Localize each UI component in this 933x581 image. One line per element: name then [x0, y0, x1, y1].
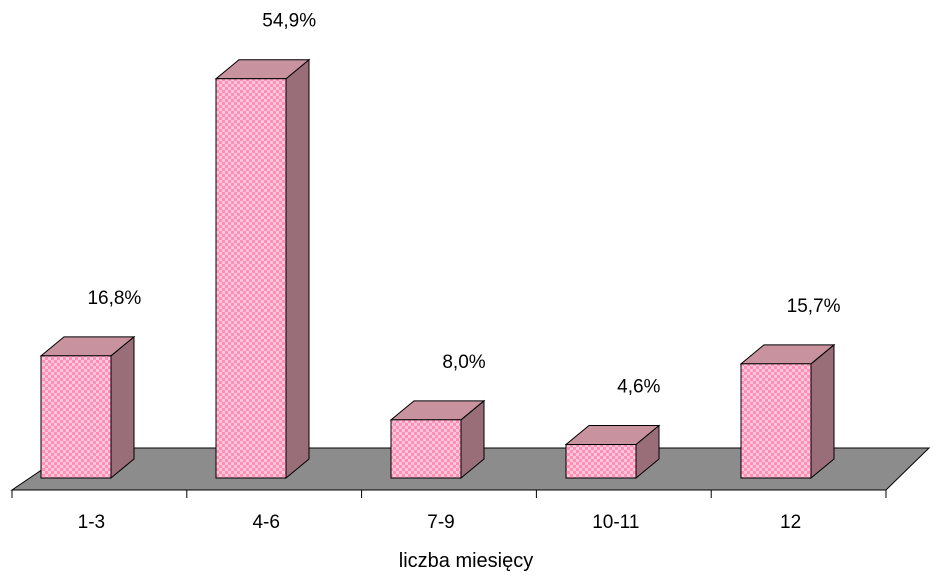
- bar-1-3: [39, 335, 136, 480]
- value-label: 15,7%: [787, 296, 841, 317]
- bar-side: [810, 343, 835, 480]
- value-label: 54,9%: [262, 11, 316, 32]
- x-tick-label: 10-11: [592, 512, 639, 533]
- bar-10-11: [564, 424, 661, 480]
- bar-side: [110, 335, 135, 480]
- bar-4-6: [214, 58, 311, 480]
- x-tick-label: 1-3: [78, 512, 105, 533]
- x-tick-label: 7-9: [427, 512, 454, 533]
- value-label: 8,0%: [442, 352, 485, 373]
- data-labels: 16,8% 54,9% 8,0% 4,6% 15,7%: [87, 11, 840, 398]
- bar-front: [40, 355, 112, 479]
- x-tick-label: 4-6: [252, 512, 279, 533]
- bars: [39, 58, 836, 480]
- value-label: 4,6%: [617, 377, 660, 398]
- bar-front: [565, 444, 637, 479]
- bar-front: [740, 363, 812, 479]
- x-tick-label: 12: [780, 512, 801, 533]
- bar-7-9: [389, 399, 486, 480]
- bar-front: [215, 78, 287, 479]
- x-axis-title: liczba miesięcy: [399, 550, 533, 572]
- x-axis: 1-3 4-6 7-9 10-11 12: [11, 489, 887, 533]
- bar-front: [390, 419, 462, 479]
- value-label: 16,8%: [87, 288, 141, 309]
- bar-side: [285, 58, 310, 480]
- bar-12: [739, 343, 836, 480]
